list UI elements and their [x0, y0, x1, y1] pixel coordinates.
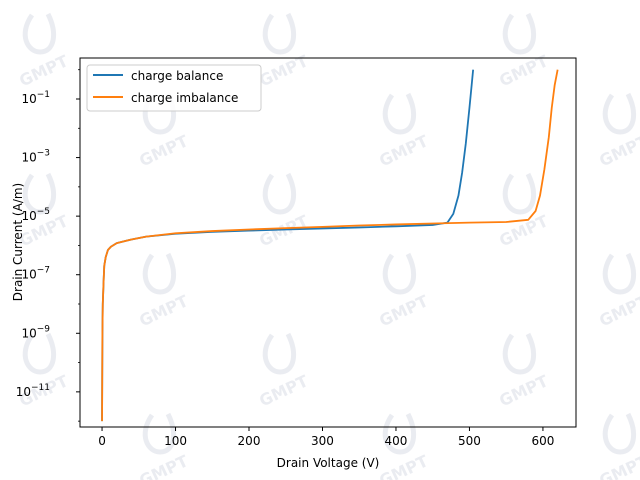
watermark-text: GMPT [596, 451, 640, 480]
x-tick-label: 500 [458, 434, 481, 448]
watermark-text: GMPT [16, 51, 71, 90]
watermark-text: GMPT [136, 451, 191, 480]
watermark-text: GMPT [376, 131, 431, 170]
x-tick-label: 100 [164, 434, 187, 448]
watermark-tile: GMPT [496, 172, 551, 250]
series-layer [101, 69, 559, 422]
y-tick-exponent: −5 [37, 207, 50, 217]
watermark-text: GMPT [376, 451, 431, 480]
watermark-text: GMPT [496, 211, 551, 250]
watermark-logo [142, 252, 177, 295]
watermark-text: GMPT [136, 131, 191, 170]
y-tick-exponent: −11 [31, 383, 50, 393]
watermark-text: GMPT [256, 51, 311, 90]
x-tick-label: 200 [238, 434, 261, 448]
watermark-logo [602, 252, 637, 295]
legend: charge balance charge imbalance [86, 64, 262, 112]
watermark-tile: GMPT [16, 12, 71, 90]
watermark-tile: GMPT [376, 92, 431, 170]
watermark-tile: GMPT [596, 92, 640, 170]
watermark-logo [382, 92, 417, 135]
y-axis-label: Drain Current (A/m) [11, 183, 25, 301]
watermark-logo [602, 92, 637, 135]
watermark-tile: GMPT [376, 252, 431, 330]
legend-box [86, 64, 262, 112]
watermark-text: GMPT [136, 291, 191, 330]
series-line-charge-imbalance [101, 69, 559, 422]
watermark-logo [22, 332, 57, 375]
x-tick-label: 300 [311, 434, 334, 448]
x-tick-label: 600 [531, 434, 554, 448]
legend-label-charge-balance: charge balance [131, 69, 223, 83]
watermark-tile: GMPT [256, 12, 311, 90]
watermark-tile: GMPT [136, 252, 191, 330]
watermark-text: GMPT [596, 291, 640, 330]
y-tick-label: 10−3 [21, 149, 50, 165]
watermark-text: GMPT [496, 371, 551, 410]
watermark-logo [262, 332, 297, 375]
watermark-logo [22, 172, 57, 215]
watermark-tile: GMPT [256, 172, 311, 250]
watermark-logo [142, 412, 177, 455]
x-axis-ticks: 0 100 200 300 400 500 600 [98, 427, 554, 448]
watermark-tile: GMPT [496, 12, 551, 90]
watermark-tile: GMPT [496, 332, 551, 410]
watermark-logo [502, 12, 537, 55]
watermark-text: GMPT [256, 371, 311, 410]
watermark-text: GMPT [496, 51, 551, 90]
x-tick-label: 400 [385, 434, 408, 448]
legend-label-charge-imbalance: charge imbalance [131, 91, 238, 105]
y-tick-label: 10−7 [21, 266, 50, 282]
y-tick-exponent: −7 [37, 266, 50, 276]
watermark-logo [602, 412, 637, 455]
watermark-logo [262, 172, 297, 215]
watermark-logo [22, 12, 57, 55]
watermark-text: GMPT [376, 291, 431, 330]
watermark-tile: GMPT [596, 252, 640, 330]
watermark-tile: GMPT [596, 412, 640, 480]
x-tick-label: 0 [98, 434, 106, 448]
watermark-logo [382, 412, 417, 455]
y-tick-label: 10−9 [21, 324, 50, 340]
watermark-text: GMPT [596, 131, 640, 170]
x-axis-label: Drain Voltage (V) [277, 456, 380, 470]
watermark-logo [382, 252, 417, 295]
y-tick-label: 10−1 [21, 90, 50, 106]
y-tick-exponent: −9 [37, 324, 51, 334]
watermark-tile: GMPT [256, 332, 311, 410]
watermark-logo [502, 172, 537, 215]
watermark-logo [262, 12, 297, 55]
watermark-tile: GMPT [16, 332, 71, 410]
plot-area-frame [79, 57, 577, 428]
y-tick-exponent: −1 [37, 90, 50, 100]
watermark-logo [502, 332, 537, 375]
y-tick-exponent: −3 [37, 149, 50, 159]
